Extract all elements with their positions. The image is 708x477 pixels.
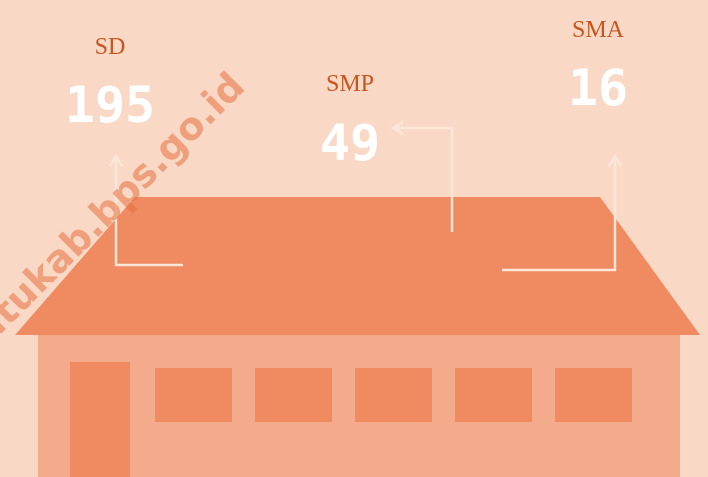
level-label: SMA [572,17,625,43]
door [70,362,130,477]
window [355,368,432,422]
infographic: atukab.bps.go.id SD 195 SMP 49 SMA 16 [0,0,708,477]
window [255,368,332,422]
window [455,368,532,422]
window [555,368,632,422]
level-label: SD [95,34,126,60]
level-count: 49 [320,114,380,172]
level-count: 16 [568,59,628,117]
window [155,368,232,422]
level-label: SMP [326,71,374,97]
page: {"items": [ {"label": "SD", "value": 195… [0,0,708,477]
level-count: 195 [65,76,155,134]
